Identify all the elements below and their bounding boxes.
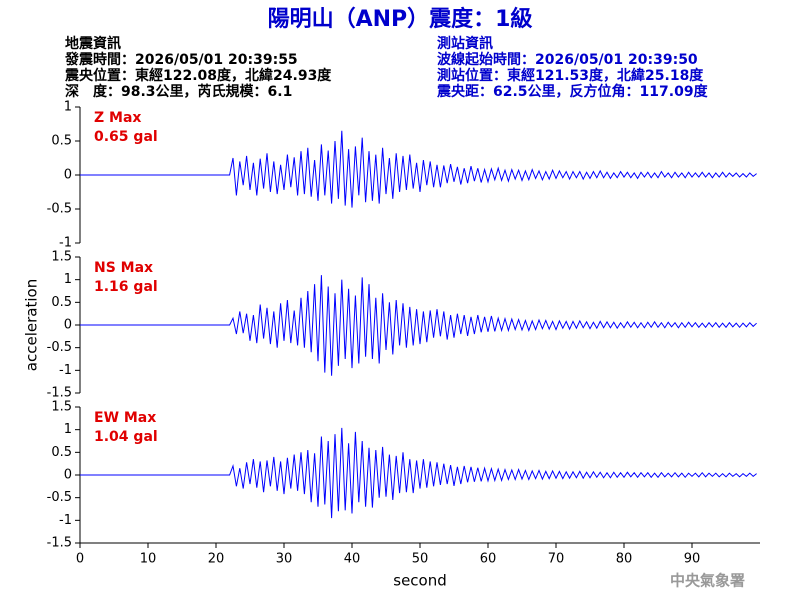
y-tick-label: 0.5 (51, 445, 72, 460)
waveform (80, 427, 757, 519)
y-tick-label: 0 (64, 468, 72, 483)
y-tick-label: -1 (59, 363, 72, 378)
x-axis-label: second (393, 572, 447, 590)
x-tick-label: 80 (616, 552, 633, 567)
y-tick-label: -1.5 (47, 386, 72, 401)
y-tick-label: 1 (64, 100, 72, 115)
waveform (80, 275, 757, 376)
x-tick-label: 40 (344, 552, 361, 567)
y-tick-label: 0 (64, 168, 72, 183)
annotation: NS Max (94, 260, 153, 276)
quake-info: 震央位置：東經122.08度，北緯24.93度 (64, 67, 332, 84)
waveform (80, 130, 757, 208)
y-tick-label: -1 (59, 236, 72, 251)
x-tick-label: 10 (140, 552, 157, 567)
max-label: 0.65 gal (94, 129, 158, 145)
y-tick-label: 0.5 (51, 134, 72, 149)
max-label: 1.16 gal (94, 279, 158, 295)
x-tick-label: 20 (208, 552, 225, 567)
y-tick-label: -1.5 (47, 536, 72, 551)
y-tick-label: -0.5 (47, 202, 72, 217)
footer: 中央氣象署 (670, 572, 745, 590)
station-info: 測站資訊 (437, 35, 493, 52)
y-tick-label: -0.5 (47, 490, 72, 505)
station-info: 測站位置：東經121.53度，北緯25.18度 (437, 67, 704, 84)
y-tick-label: 0 (64, 318, 72, 333)
quake-info: 深 度：98.3公里，芮氏規模：6.1 (65, 83, 292, 100)
chart-title: 陽明山（ANP）震度：1級 (268, 6, 533, 32)
x-tick-label: 50 (412, 552, 429, 567)
quake-info: 地震資訊 (65, 35, 121, 52)
x-tick-label: 70 (548, 552, 565, 567)
y-tick-label: 0.5 (51, 295, 72, 310)
y-tick-label: 1 (64, 272, 72, 287)
station-info: 震央距：62.5公里，反方位角：117.09度 (436, 83, 709, 100)
y-tick-label: -0.5 (47, 340, 72, 355)
x-tick-label: 0 (76, 552, 84, 567)
x-tick-label: 60 (480, 552, 497, 567)
y-tick-label: 1.5 (51, 400, 72, 415)
y-tick-label: 1.5 (51, 250, 72, 265)
annotation: EW Max (94, 410, 156, 426)
y-tick-label: 1 (64, 422, 72, 437)
station-info: 波線起始時間：2026/05/01 20:39:50 (437, 51, 698, 68)
y-axis-label: acceleration (23, 279, 41, 371)
y-tick-label: -1 (59, 513, 72, 528)
max-label: 1.04 gal (94, 429, 158, 445)
quake-info: 發震時間：2026/05/01 20:39:55 (64, 51, 298, 68)
x-tick-label: 30 (276, 552, 293, 567)
x-tick-label: 90 (684, 552, 701, 567)
annotation: Z Max (94, 110, 141, 126)
